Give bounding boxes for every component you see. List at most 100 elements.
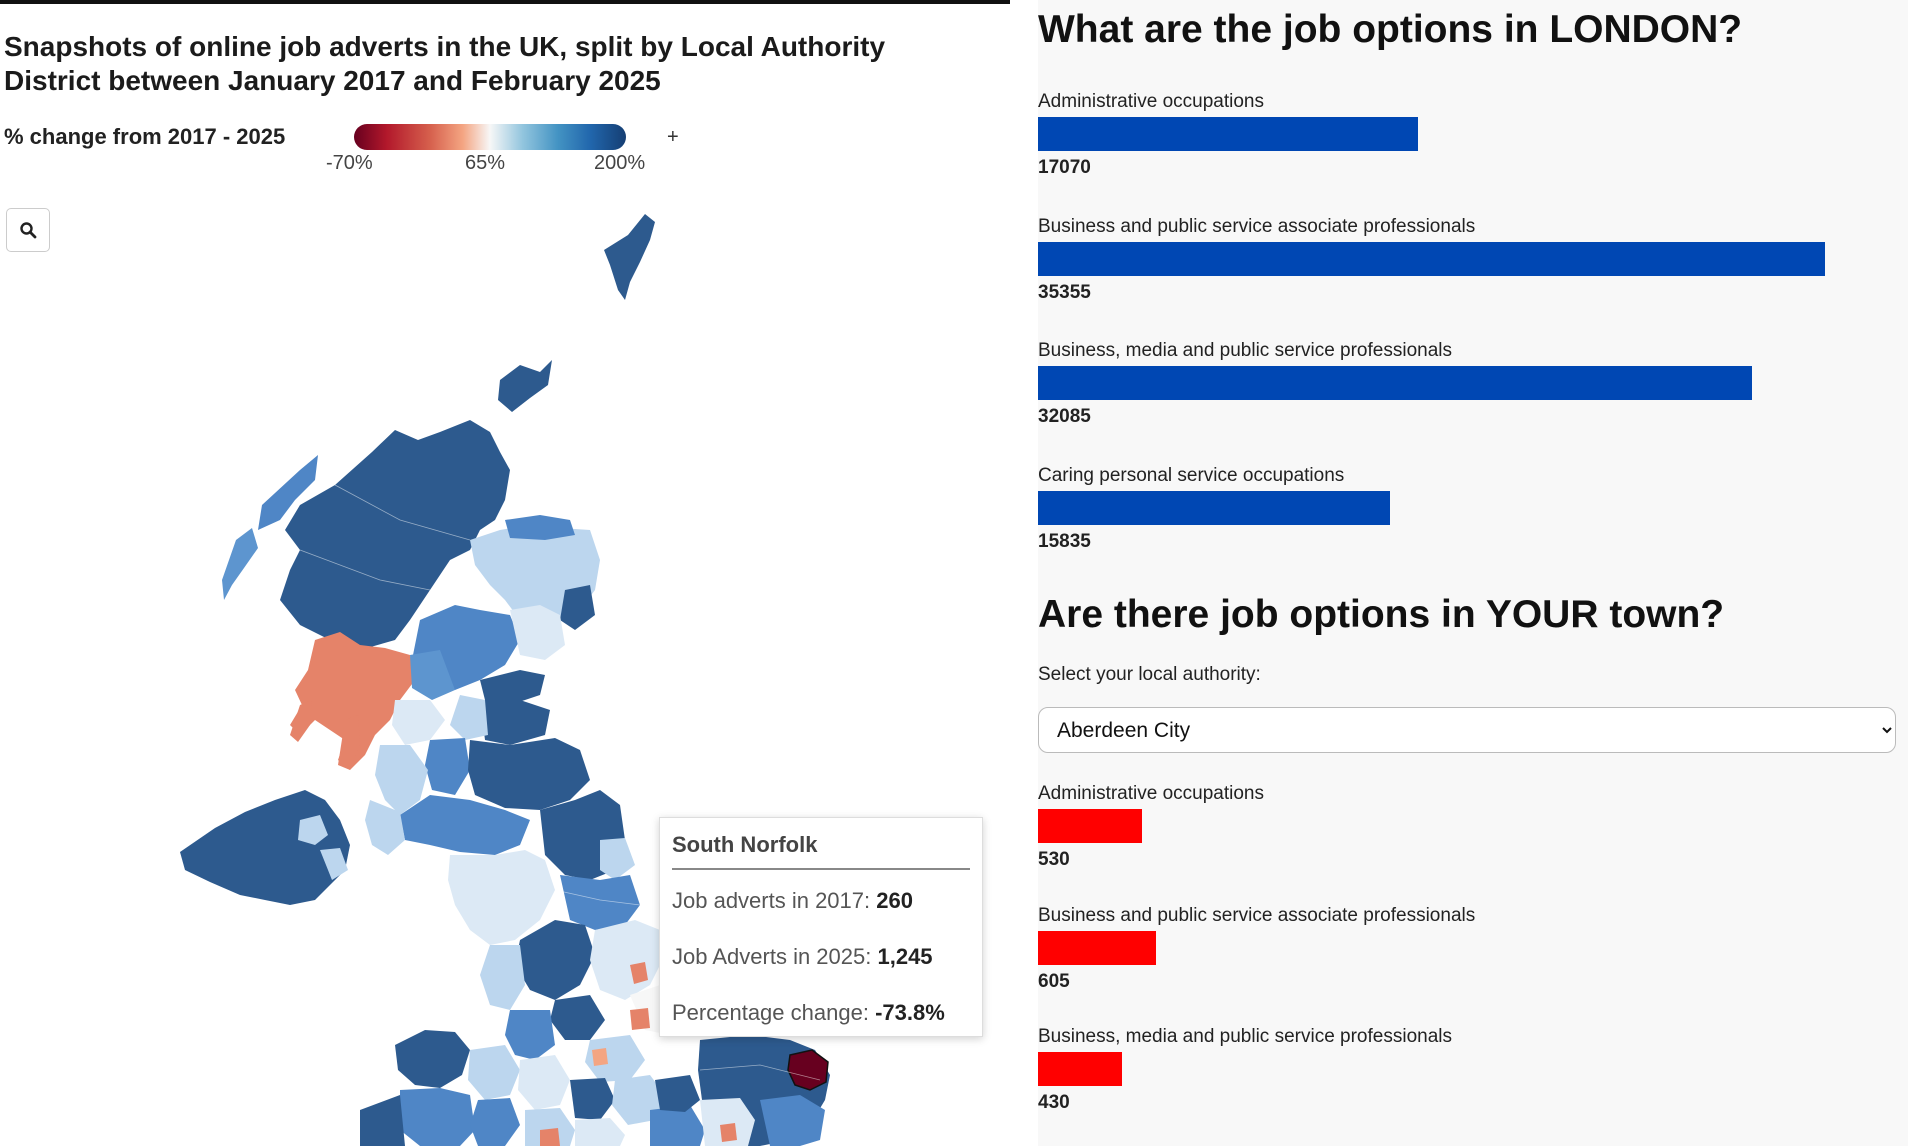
bar-value-label: 430	[1038, 1092, 1070, 1113]
tooltip-divider	[672, 868, 970, 870]
lancashire-region	[480, 945, 525, 1010]
sheffield-region	[585, 1035, 645, 1082]
stoke-region	[470, 1098, 520, 1146]
durham-region	[560, 875, 640, 930]
map-panel: Snapshots of online job adverts in the U…	[0, 0, 1010, 1146]
bar-label: Business and public service associate pr…	[1038, 215, 1476, 237]
northern-ireland-region	[180, 790, 350, 905]
region-tooltip: South Norfolk Job adverts in 2017: 260 J…	[659, 817, 983, 1037]
local-authority-select[interactable]: Aberdeen City	[1038, 707, 1896, 753]
shetland-region	[604, 214, 655, 300]
legend-tick-high: 200%	[594, 152, 646, 174]
derby-region	[518, 1055, 570, 1110]
kintyre-region	[338, 715, 360, 770]
south-norfolk-region	[787, 1049, 829, 1091]
stirling-region	[410, 650, 455, 700]
top-rule	[0, 0, 1010, 4]
bar-value-label: 35355	[1038, 281, 1091, 303]
argyll-region	[290, 632, 415, 770]
highlands-region	[280, 420, 510, 650]
small-salmon-2	[540, 1128, 560, 1146]
london-section: What are the job options in LONDON? Admi…	[1038, 0, 1908, 570]
cumbria-region	[448, 850, 555, 945]
argyll-islands	[290, 700, 312, 742]
legend-tick-mid: 65%	[465, 152, 506, 174]
borders-region	[468, 738, 590, 810]
legend-tick-low: -70%	[326, 152, 373, 174]
bar-label: Caring personal service occupations	[1038, 464, 1345, 486]
map-title: Snapshots of online job adverts in the U…	[4, 31, 886, 96]
tooltip-row-label: Job Adverts in 2025:	[672, 944, 872, 969]
galloway-region	[365, 800, 405, 855]
dumfries-region	[400, 795, 530, 855]
bar-value-label: 15835	[1038, 530, 1091, 552]
ayrshire-region	[375, 745, 428, 815]
search-icon	[20, 222, 37, 239]
manchester-region	[505, 1010, 555, 1060]
bar	[1038, 490, 1390, 525]
bar-label: Administrative occupations	[1038, 783, 1264, 804]
london-title: What are the job options in LONDON?	[1038, 8, 1743, 51]
bar-value-label: 17070	[1038, 157, 1091, 178]
tooltip-row-value: 260	[876, 888, 913, 913]
mid-wales-region	[400, 1088, 475, 1146]
bar-label: Business, media and public service profe…	[1038, 340, 1452, 361]
legend-plus: +	[667, 126, 679, 148]
leeds-region	[550, 995, 605, 1040]
suffolk-region	[760, 1095, 825, 1146]
bar-label: Business, media and public service profe…	[1038, 1026, 1452, 1047]
west-wales-region	[360, 1095, 405, 1146]
select-label: Select your local authority:	[1038, 664, 1261, 685]
small-salmon-4	[592, 1048, 608, 1066]
job-options-panel: What are the job options in LONDON? Admi…	[1038, 0, 1908, 1146]
uk-choropleth-map[interactable]	[0, 190, 1010, 1146]
birmingham-region	[525, 1108, 575, 1146]
town-title: Are there job options in YOUR town?	[1038, 593, 1725, 636]
small-salmon-5	[720, 1123, 737, 1142]
north-wales-region	[395, 1030, 470, 1088]
legend-color-scale	[354, 124, 626, 150]
glasgow-region	[392, 700, 445, 745]
fife-region	[480, 670, 545, 705]
east-england-light	[700, 1098, 755, 1146]
bar-label: Administrative occupations	[1038, 91, 1264, 112]
town-section	[1038, 572, 1908, 1146]
bar-value-label: 32085	[1038, 406, 1091, 427]
legend-label: % change from 2017 - 2025	[4, 124, 286, 149]
bar	[1038, 366, 1752, 400]
zoom-button[interactable]	[6, 208, 50, 252]
tooltip-row-value: 1,245	[877, 944, 933, 969]
tooltip-row-2017: Job adverts in 2017: 260	[672, 888, 913, 914]
tooltip-title: South Norfolk	[672, 832, 818, 857]
aberdeen-city-region	[560, 585, 595, 630]
lanark-region	[425, 738, 470, 795]
bar	[1038, 117, 1418, 151]
tooltip-row-label: Percentage change:	[672, 1000, 869, 1025]
bar-label: Business and public service associate pr…	[1038, 904, 1476, 926]
small-salmon-3	[630, 1008, 650, 1030]
cambridge-region	[650, 1105, 705, 1146]
bar	[1038, 930, 1156, 965]
outer-hebrides-region	[258, 455, 318, 530]
bar	[1038, 809, 1142, 843]
tooltip-row-label: Job adverts in 2017:	[672, 888, 871, 913]
belfast-region	[298, 815, 328, 845]
tooltip-row-change: Percentage change: -73.8%	[672, 1000, 945, 1026]
tooltip-row-2025: Job Adverts in 2025: 1,245	[672, 944, 933, 970]
bar-value-label: 530	[1038, 849, 1070, 870]
nottingham-region	[570, 1078, 615, 1120]
bar	[1038, 1052, 1122, 1086]
bar	[1038, 241, 1825, 276]
moray-region	[505, 515, 575, 540]
small-salmon-1	[630, 962, 648, 984]
tooltip-row-value: -73.8%	[875, 1000, 945, 1025]
lothian-region	[450, 695, 488, 740]
angus-region	[510, 605, 565, 660]
cheshire-region	[468, 1045, 520, 1100]
bar-value-label: 605	[1038, 970, 1070, 992]
leicester-region	[575, 1118, 625, 1146]
yorkshire-dales-region	[515, 920, 595, 1000]
ni-east	[320, 848, 348, 880]
newcastle-region	[600, 838, 635, 880]
hebrides-south	[222, 528, 258, 600]
